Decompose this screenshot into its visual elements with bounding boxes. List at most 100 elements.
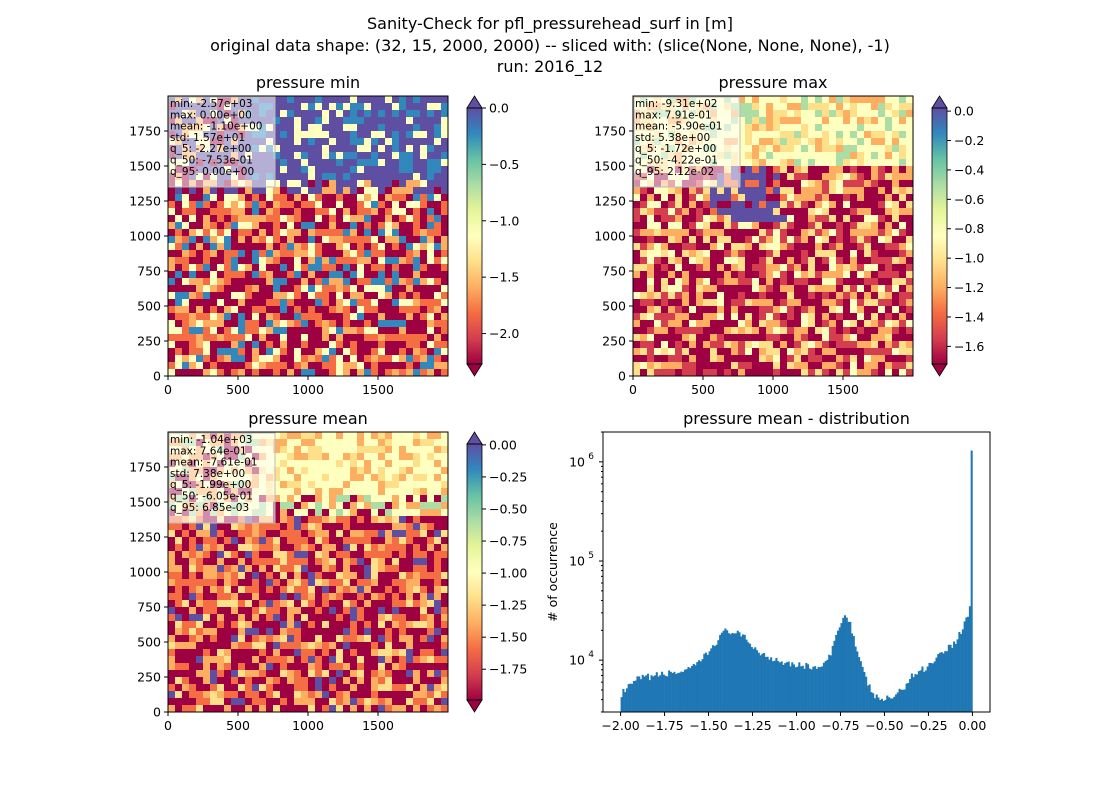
stats-line: mean: -7.61e-01	[170, 457, 257, 469]
histogram-bar	[743, 634, 746, 712]
stats-line: q_5: -1.99e+00	[170, 479, 251, 491]
histogram-bar	[705, 652, 708, 712]
histogram-bar	[851, 633, 854, 712]
histogram-bar	[842, 617, 845, 712]
histogram-bar	[789, 666, 792, 712]
histogram-bar	[620, 697, 623, 712]
histogram-bar	[803, 668, 806, 712]
histogram-bar	[639, 679, 642, 712]
histogram-bar	[895, 694, 898, 712]
histogram-bar	[800, 666, 803, 712]
x-tick-label: 1000	[757, 382, 789, 397]
colorbar-tick-label: 0.0	[489, 101, 509, 116]
histogram-bar	[947, 644, 950, 712]
histogram-bar	[787, 661, 790, 712]
histogram-bar	[845, 617, 848, 712]
histogram-bar	[807, 664, 810, 712]
histogram-bar	[706, 654, 709, 712]
stats-line: q_50: -6.05e-01	[170, 491, 253, 503]
histogram-bar	[887, 697, 891, 712]
histogram-bar	[678, 672, 681, 712]
colorbar: 0.0 −0.2 −0.4 −0.6 −0.8 −1.0 −1.2 −1.4 −1.6	[931, 95, 984, 377]
histogram-bar	[880, 698, 883, 712]
histogram-bar	[829, 655, 832, 712]
histogram-bar	[826, 659, 829, 712]
y-tick-label: 10	[569, 454, 585, 469]
histogram-bar	[931, 663, 935, 712]
colorbar-tick-label: −1.50	[489, 630, 527, 645]
stats-line: min: -2.57e+03	[170, 98, 252, 110]
histogram-bar	[877, 697, 880, 712]
histogram-bar	[745, 639, 748, 712]
histogram-bar	[859, 661, 862, 712]
x-tick-label: −1.50	[689, 718, 727, 733]
histogram-bar	[898, 688, 901, 712]
histogram-bar	[662, 674, 665, 712]
histogram-bar	[643, 676, 646, 712]
x-tick-label: 0	[164, 382, 172, 397]
x-tick-label: 0.00	[958, 718, 986, 733]
y-tick-label: 10	[569, 653, 585, 668]
y-tick-label: 250	[602, 334, 626, 349]
colorbar-tick-label: −0.75	[489, 534, 527, 549]
histogram-bar	[872, 693, 875, 712]
y-tick-label: 250	[137, 670, 161, 685]
colorbar-tick-label: −1.25	[489, 598, 527, 613]
histogram-bar	[875, 694, 878, 712]
colorbar-extend-max	[931, 95, 948, 109]
histogram-bar	[747, 642, 750, 712]
colorbar: 0.00 −0.25 −0.50 −0.75 −1.00 −1.25 −1.50 −1.75	[466, 431, 527, 713]
histogram-bar	[666, 676, 669, 712]
histogram-bar	[683, 669, 686, 712]
histogram-bar	[782, 664, 785, 712]
y-tick-label: 750	[137, 264, 161, 279]
histogram-bar	[852, 636, 855, 712]
histogram-bar	[954, 643, 957, 712]
histogram-bar	[889, 698, 892, 712]
stats-line: max: 7.91e-01	[635, 109, 712, 121]
histogram-bar	[664, 675, 667, 712]
histogram-bar	[624, 692, 627, 712]
histogram-bar	[720, 632, 723, 712]
histogram-bar	[726, 630, 729, 712]
colorbar-tick-label: −1.0	[489, 213, 519, 228]
colorbar-tick-label: −0.4	[954, 162, 984, 177]
histogram-bar	[650, 675, 653, 712]
colorbar-tick-label: −1.75	[489, 662, 527, 677]
x-tick-label: −1.75	[645, 718, 683, 733]
histogram-bar	[734, 633, 737, 712]
histogram-bar	[631, 683, 634, 712]
stats-line: q_95: 0.00e+00	[170, 166, 254, 178]
colorbar-frame	[466, 107, 483, 365]
histogram-bar	[847, 621, 850, 712]
colorbar-frame	[931, 107, 948, 365]
histogram-bar	[722, 630, 725, 712]
histogram-bar	[685, 669, 688, 712]
histogram-bars	[620, 450, 973, 712]
histogram-bar	[953, 641, 956, 712]
histogram-bar	[856, 651, 859, 712]
y-tick-label: 250	[137, 334, 161, 349]
histogram-bar	[754, 647, 757, 712]
stats-line: q_50: -4.22e-01	[635, 155, 718, 167]
histogram-bar	[838, 627, 841, 712]
histogram-bar	[965, 617, 968, 712]
y-tick-label: 1500	[129, 159, 161, 174]
colorbar-extend-min	[466, 363, 483, 377]
histogram-bar	[814, 666, 817, 712]
x-tick-label: 500	[226, 718, 250, 733]
histogram-bar	[648, 680, 651, 712]
histogram-bar	[905, 683, 908, 712]
histogram-bar	[669, 671, 672, 712]
histogram-bar	[634, 680, 637, 712]
histogram-bar	[917, 671, 920, 712]
histogram-bar	[861, 666, 864, 712]
histogram-bar	[854, 646, 857, 712]
x-tick-label: 500	[691, 382, 715, 397]
histogram-bar	[796, 666, 799, 712]
histogram-bar	[622, 688, 625, 712]
histogram-bar	[770, 657, 773, 712]
histogram-bar	[652, 676, 655, 712]
histogram-bar	[661, 671, 664, 712]
